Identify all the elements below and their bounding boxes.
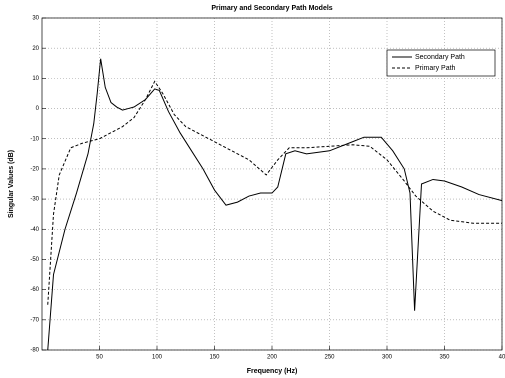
y-tick-label: -60	[30, 287, 39, 293]
y-tick-label: 10	[32, 76, 39, 82]
y-axis-label: Singular Values (dB)	[8, 150, 15, 218]
y-tick-label: -20	[30, 166, 39, 172]
x-tick-label: 150	[209, 355, 220, 361]
legend-label: Primary Path	[415, 65, 456, 72]
y-tick-label: 30	[32, 16, 39, 22]
x-tick-label: 200	[267, 355, 278, 361]
chart-title: Primary and Secondary Path Models	[211, 5, 332, 12]
series-line	[47, 58, 503, 351]
y-tick-label: -70	[30, 317, 39, 323]
x-tick-label: 350	[439, 355, 450, 361]
x-tick-label: 250	[324, 355, 335, 361]
x-tick-label: 40	[499, 355, 505, 361]
legend-label: Secondary Path	[415, 54, 465, 61]
y-tick-label: -30	[30, 197, 39, 203]
x-axis-label: Frequency (Hz)	[247, 368, 298, 375]
y-tick-label: -50	[30, 257, 39, 263]
y-tick-label: -40	[30, 227, 39, 233]
y-tick-label: 20	[32, 46, 39, 52]
series-line	[47, 80, 502, 305]
legend-box	[386, 49, 496, 77]
y-tick-label: -10	[30, 136, 39, 142]
y-tick-label: -80	[30, 348, 39, 354]
x-tick-label: 300	[382, 355, 393, 361]
y-tick-label: 0	[36, 106, 40, 112]
x-tick-label: 100	[152, 355, 163, 361]
x-tick-label: 50	[96, 355, 103, 361]
plot-border	[41, 17, 503, 351]
